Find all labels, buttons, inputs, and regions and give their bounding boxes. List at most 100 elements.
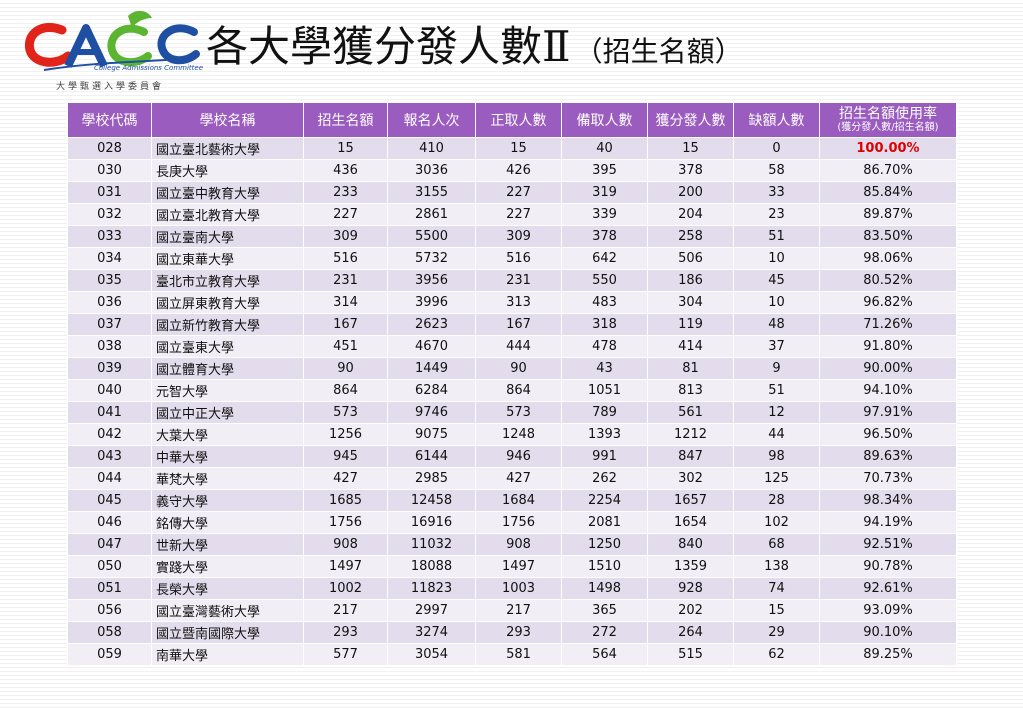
cell-school-name: 世新大學	[151, 533, 304, 556]
cell-waitlist: 339	[561, 203, 648, 226]
cell-usage-rate: 71.26%	[819, 313, 957, 336]
cell-vacancy: 28	[733, 489, 820, 512]
cell-school-name: 國立屏東教育大學	[151, 291, 304, 314]
cell-school-name: 國立臺中教育大學	[151, 181, 304, 204]
cell-usage-rate: 92.61%	[819, 577, 957, 600]
table-row: 036 國立屏東教育大學 314 3996 313 483 304 10 96.82%	[67, 291, 957, 314]
cell-vacancy: 125	[733, 467, 820, 490]
cell-usage-rate: 90.00%	[819, 357, 957, 380]
cell-admitted: 1003	[475, 577, 562, 600]
cell-usage-rate: 91.80%	[819, 335, 957, 358]
cell-vacancy: 15	[733, 599, 820, 622]
cell-admitted: 1684	[475, 489, 562, 512]
table-row: 047 世新大學 908 11032 908 1250 840 68 92.51%	[67, 533, 957, 556]
cell-quota: 1497	[303, 555, 388, 578]
cell-quota: 908	[303, 533, 388, 556]
cell-admitted: 908	[475, 533, 562, 556]
cell-waitlist: 2254	[561, 489, 648, 512]
header-usage-rate-sub: (獲分發人數/招生名額)	[837, 122, 939, 133]
logo-chinese-text: 大學甄選入學委員會	[56, 82, 165, 92]
cell-school-name: 國立中正大學	[151, 401, 304, 424]
header-assigned: 獲分發人數	[647, 102, 734, 138]
cell-waitlist: 365	[561, 599, 648, 622]
cell-quota: 1685	[303, 489, 388, 512]
table-row: 037 國立新竹教育大學 167 2623 167 318 119 48 71.26%	[67, 313, 957, 336]
cell-quota: 1256	[303, 423, 388, 446]
logo-english-text: College Admissions Committee	[94, 64, 203, 72]
cell-applicants: 2623	[387, 313, 476, 336]
cell-admitted: 573	[475, 401, 562, 424]
cell-quota: 577	[303, 643, 388, 666]
table-row: 042 大葉大學 1256 9075 1248 1393 1212 44 96.50%	[67, 423, 957, 446]
cell-school-code: 059	[67, 643, 152, 666]
cell-admitted: 231	[475, 269, 562, 292]
cell-usage-rate: 97.91%	[819, 401, 957, 424]
header-applicants: 報名人次	[387, 102, 476, 138]
cell-school-name: 長庚大學	[151, 159, 304, 182]
cell-school-code: 036	[67, 291, 152, 314]
cell-waitlist: 1051	[561, 379, 648, 402]
admissions-table: 學校代碼 學校名稱 招生名額 報名人次 正取人數 備取人數 獲分發人數 缺額人數…	[67, 102, 957, 666]
cell-school-code: 032	[67, 203, 152, 226]
cell-waitlist: 262	[561, 467, 648, 490]
table-row: 059 南華大學 577 3054 581 564 515 62 89.25%	[67, 643, 957, 666]
cell-admitted: 427	[475, 467, 562, 490]
header-vacancy: 缺額人數	[733, 102, 820, 138]
cell-admitted: 313	[475, 291, 562, 314]
cell-assigned: 847	[647, 445, 734, 468]
cell-school-code: 051	[67, 577, 152, 600]
cell-usage-rate: 83.50%	[819, 225, 957, 248]
header-waitlist: 備取人數	[561, 102, 648, 138]
cell-school-name: 國立臺南大學	[151, 225, 304, 248]
table-row: 031 國立臺中教育大學 233 3155 227 319 200 33 85.84%	[67, 181, 957, 204]
header-school-code: 學校代碼	[67, 102, 152, 138]
cell-assigned: 304	[647, 291, 734, 314]
cell-quota: 217	[303, 599, 388, 622]
cell-applicants: 3155	[387, 181, 476, 204]
cell-assigned: 414	[647, 335, 734, 358]
cell-applicants: 2861	[387, 203, 476, 226]
cell-usage-rate: 86.70%	[819, 159, 957, 182]
cell-vacancy: 68	[733, 533, 820, 556]
cell-school-name: 國立東華大學	[151, 247, 304, 270]
cell-waitlist: 1250	[561, 533, 648, 556]
cell-school-name: 大葉大學	[151, 423, 304, 446]
cell-applicants: 5732	[387, 247, 476, 270]
cell-admitted: 946	[475, 445, 562, 468]
cell-quota: 1002	[303, 577, 388, 600]
table-row: 028 國立臺北藝術大學 15 410 15 40 15 0 100.00%	[67, 137, 957, 160]
cell-school-name: 國立臺北教育大學	[151, 203, 304, 226]
cell-usage-rate: 96.82%	[819, 291, 957, 314]
cell-school-code: 035	[67, 269, 152, 292]
cell-applicants: 18088	[387, 555, 476, 578]
cell-admitted: 15	[475, 137, 562, 160]
cell-vacancy: 48	[733, 313, 820, 336]
cell-vacancy: 102	[733, 511, 820, 534]
cell-assigned: 15	[647, 137, 734, 160]
cell-assigned: 204	[647, 203, 734, 226]
cell-quota: 451	[303, 335, 388, 358]
cell-applicants: 3996	[387, 291, 476, 314]
cell-quota: 516	[303, 247, 388, 270]
cell-applicants: 11032	[387, 533, 476, 556]
cell-school-name: 國立臺灣藝術大學	[151, 599, 304, 622]
cell-waitlist: 272	[561, 621, 648, 644]
cell-waitlist: 483	[561, 291, 648, 314]
cell-assigned: 561	[647, 401, 734, 424]
cell-usage-rate: 96.50%	[819, 423, 957, 446]
cell-vacancy: 62	[733, 643, 820, 666]
cell-quota: 15	[303, 137, 388, 160]
cell-assigned: 515	[647, 643, 734, 666]
cell-school-code: 045	[67, 489, 152, 512]
cell-assigned: 258	[647, 225, 734, 248]
table-row: 030 長庚大學 436 3036 426 395 378 58 86.70%	[67, 159, 957, 182]
cell-assigned: 264	[647, 621, 734, 644]
cell-waitlist: 395	[561, 159, 648, 182]
cell-admitted: 1756	[475, 511, 562, 534]
cell-assigned: 378	[647, 159, 734, 182]
cell-waitlist: 319	[561, 181, 648, 204]
cell-vacancy: 44	[733, 423, 820, 446]
cell-admitted: 516	[475, 247, 562, 270]
cell-quota: 427	[303, 467, 388, 490]
cell-admitted: 426	[475, 159, 562, 182]
